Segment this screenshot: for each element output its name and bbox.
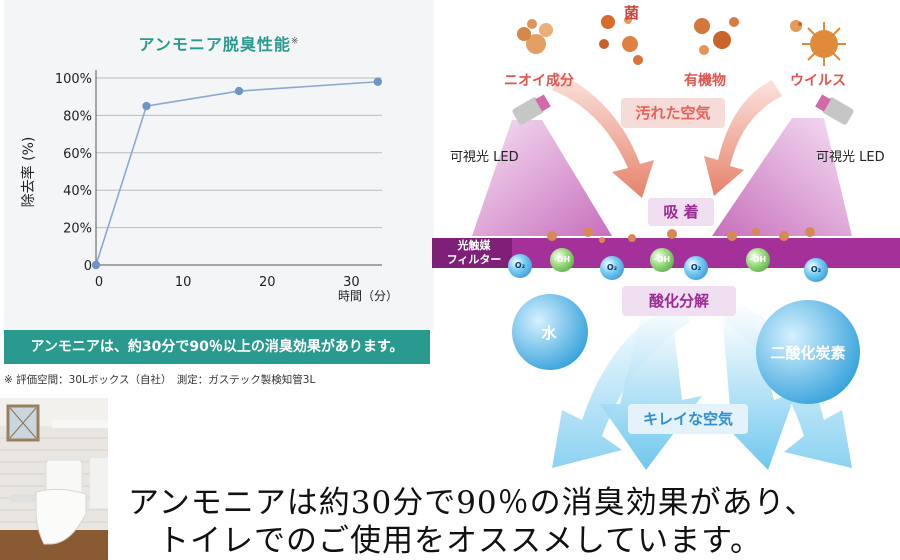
label-virus: ウイルス: [790, 73, 846, 89]
data-point: [91, 260, 101, 270]
y-axis-label: 除去率 (%): [21, 136, 37, 208]
footnote: ※ 評価空間：30Lボックス（自社） 測定：ガステック製検知管3L: [4, 374, 316, 386]
photocatalyst-diagram: O₂ ·OH O₂ ·OH O₂ ·OH O₂ .mol { width:24p…: [432, 0, 900, 470]
y-tick-label: 100%: [55, 72, 92, 87]
y-tick-label: 40%: [63, 184, 92, 199]
particles-bacteria-icon: [599, 15, 643, 65]
chart-plot: 0 20% 40% 60% 80% 100% 0 10 20 30: [55, 70, 382, 290]
filter-label-line-1: 光触媒: [457, 239, 491, 252]
data-point: [373, 77, 382, 86]
led-right-icon: [815, 94, 854, 125]
water-bubble: [512, 294, 588, 370]
x-tick-label: 10: [175, 275, 192, 290]
label-organic: 有機物: [684, 73, 726, 89]
led-left-icon: [512, 94, 551, 125]
toilet-room-photo: [0, 398, 108, 560]
y-tick-label: 20%: [63, 222, 92, 237]
chart-title: アンモニア脱臭性能※: [138, 35, 300, 54]
y-tick-label: 60%: [63, 147, 92, 162]
label-dirty-air: 汚れた空気: [621, 98, 725, 128]
label-clean-air: キレイな空気: [628, 404, 748, 434]
o2-molecule-icon: O₂: [508, 254, 532, 278]
particles-odor-icon: [517, 19, 553, 54]
chart-panel: 0 20% 40% 60% 80% 100% 0 10 20 30 アンモニア脱臭性能※ 除去率 …: [4, 0, 434, 330]
oh-radical-icon: ·OH: [746, 248, 770, 272]
o2-molecule-icon: O₂: [684, 256, 708, 280]
particles-organic-icon: [694, 17, 739, 55]
data-point: [142, 101, 151, 111]
x-tick-label: 20: [259, 275, 276, 290]
chart-title-mark: ※: [290, 36, 300, 47]
label-water: 水: [541, 324, 557, 342]
x-axis-label: 時間（分）: [338, 289, 399, 303]
headline-line-1: アンモニアは約30分で90％の消臭効果があり、: [128, 485, 817, 521]
y-tick-label: 80%: [63, 109, 92, 124]
label-co2: 二酸化炭素: [770, 344, 846, 362]
y-tick-label: 0: [84, 259, 92, 274]
summary-banner: アンモニアは、約30分で90％以上の消臭効果があります。: [4, 330, 430, 364]
label-photocatalyst-filter: 光触媒 フィルター: [436, 239, 512, 267]
co2-bubble: [756, 300, 860, 404]
label-oxidize: 酸化分解: [622, 286, 736, 316]
headline-line-2: トイレでのご使用をオススメしています。: [158, 523, 762, 559]
dirty-air-arrow-right: [704, 80, 782, 196]
x-tick-label: 0: [95, 275, 103, 290]
series-line: [95, 80, 378, 266]
label-led-left: 可視光 LED: [450, 150, 519, 165]
label-bacteria: 菌: [624, 4, 640, 22]
o2-molecule-icon: O₂: [600, 256, 624, 280]
oh-radical-icon: ·OH: [650, 248, 674, 272]
led-beam-right: [712, 118, 852, 236]
o2-molecule-icon: O₂: [804, 258, 828, 282]
x-tick-label: 30: [343, 275, 360, 290]
oh-radical-icon: ·OH: [550, 248, 574, 272]
label-led-right: 可視光 LED: [816, 150, 885, 165]
filter-label-line-2: フィルター: [446, 253, 502, 266]
label-adsorb: 吸 着: [648, 198, 714, 226]
led-beam-left: [472, 120, 612, 236]
adsorbed-particles: [547, 227, 815, 243]
dirty-air-arrow-left: [552, 74, 654, 198]
label-odor: ニオイ成分: [504, 73, 574, 89]
data-point: [234, 86, 244, 96]
diagram-graphics: [432, 15, 900, 470]
virus-icon: [790, 20, 846, 66]
clean-air-arrow-left: [600, 312, 702, 470]
